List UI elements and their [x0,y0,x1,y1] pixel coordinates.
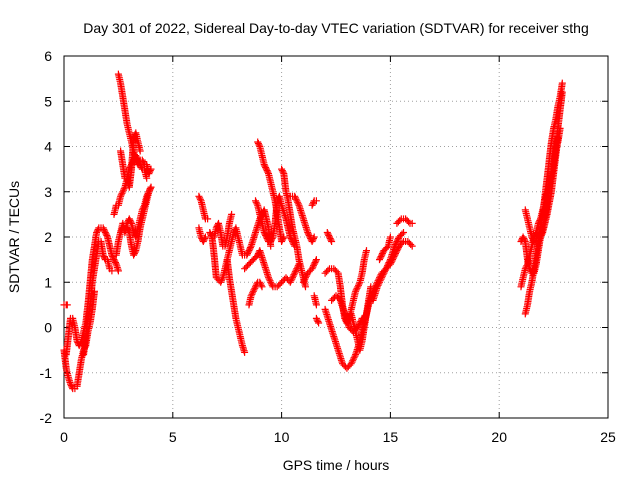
series-arc-10 [195,224,209,245]
axis-ticks: 0 5 10 15 20 25 -2 -1 0 1 2 3 4 5 6 [40,48,616,445]
data-point-cluster [223,256,249,356]
y-tick-label: 6 [44,48,52,64]
data-point-cluster [517,88,566,277]
series-arc-32 [395,238,416,250]
data-point-cluster [395,238,416,250]
data-point-cluster [195,224,209,245]
series-arc-13 [223,256,249,356]
series-arc-3 [80,238,116,359]
series-arc-12 [210,210,236,250]
series-arc-31 [393,215,416,227]
series-arc-23 [312,314,323,327]
y-tick-label: 2 [44,229,52,245]
data-point-cluster [376,233,394,264]
series-arc-28 [347,283,375,354]
series-arc-17 [252,192,299,250]
series-arc-9 [195,192,212,223]
y-tick-label: -2 [40,410,53,426]
series-arc-14 [241,247,303,291]
data-point-cluster [117,183,155,241]
series-arc-15 [245,278,266,309]
series-arc-8 [117,183,155,241]
data-point-cluster [252,192,299,250]
y-tick-label: -1 [40,365,53,381]
x-tick-label: 5 [169,429,177,445]
data-point-cluster [369,229,407,304]
x-tick-label: 25 [600,429,616,445]
data-point-cluster [521,133,562,245]
series-arc-34 [517,88,566,277]
data-point-cluster [195,192,212,223]
data-point-cluster [347,283,375,354]
series-arc-21 [308,197,320,209]
series-arc-22 [310,292,320,309]
series-arc-6 [110,152,151,218]
data-point-cluster [323,229,336,245]
series-arc-30 [376,233,394,264]
data-point-cluster [299,256,320,286]
series-arc-29 [369,229,407,304]
y-tick-label: 4 [44,139,52,155]
data-point-cluster [80,238,116,359]
data-point-cluster [210,210,236,250]
x-tick-label: 0 [60,429,68,445]
x-axis-label: GPS time / hours [283,457,390,473]
data-point-cluster [245,278,266,309]
x-tick-label: 15 [383,429,399,445]
y-tick-label: 5 [44,93,52,109]
data-point-cluster [308,197,320,209]
series-arc-19 [286,192,318,245]
y-tick-label: 1 [44,274,52,290]
data-point-cluster [312,314,323,327]
x-tick-label: 20 [491,429,507,445]
series-arc-20 [299,256,320,286]
series-arc-24 [323,229,336,245]
data-point-cluster [241,247,303,291]
data-point-cluster [393,215,416,227]
data-point-cluster [60,301,71,309]
series-arc-36 [521,133,562,245]
y-tick-label: 3 [44,184,52,200]
series-arc-0 [60,301,71,309]
x-tick-label: 10 [274,429,290,445]
y-axis-label: SDTVAR / TECUs [6,181,22,293]
data-point-cluster [110,152,151,218]
data-point-cluster [278,165,309,291]
series-arc-18 [278,165,309,291]
data-point-cluster [310,292,320,309]
chart-title: Day 301 of 2022, Sidereal Day-to-day VTE… [83,20,589,36]
data-marks [60,70,566,393]
y-tick-label: 0 [44,320,52,336]
data-point-cluster [286,192,318,245]
